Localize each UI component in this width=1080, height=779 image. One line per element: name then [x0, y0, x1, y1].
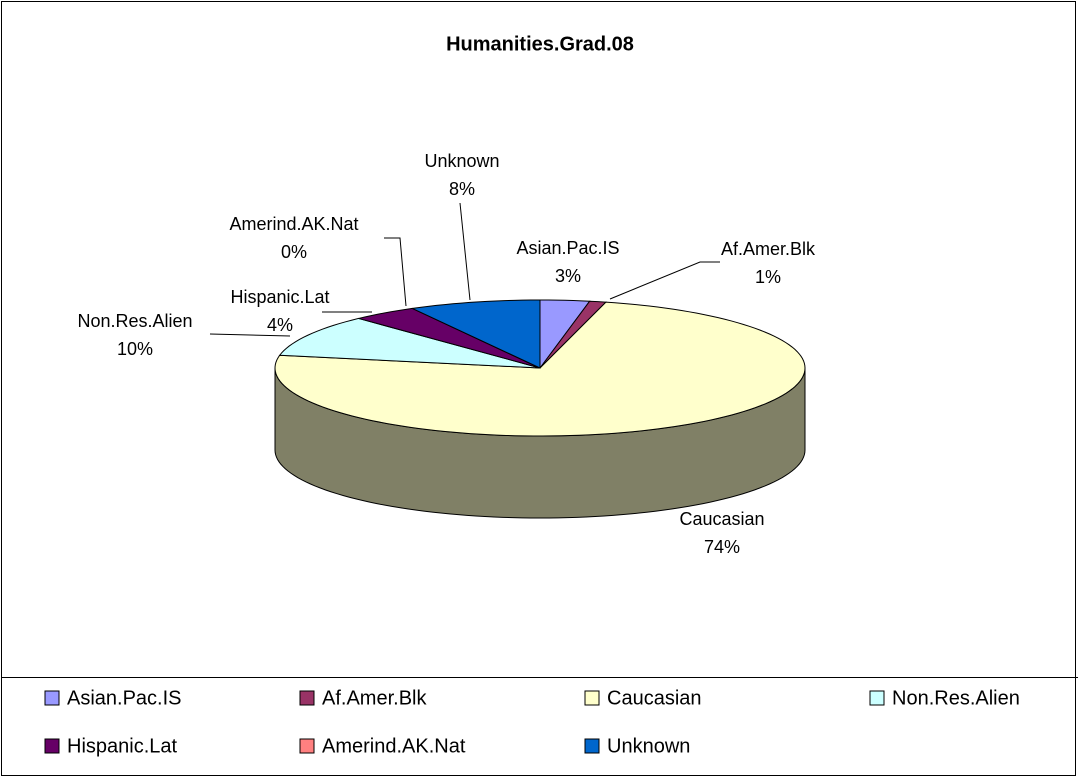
leader-line: [609, 261, 720, 300]
legend-swatch: [44, 690, 60, 706]
data-label-name: Asian.Pac.IS: [516, 238, 619, 258]
data-label-value: 1%: [755, 267, 781, 287]
data-label-name: Caucasian: [679, 509, 764, 529]
data-label-name: Unknown: [424, 151, 499, 171]
legend-label: Af.Amer.Blk: [322, 687, 427, 709]
data-label-name: Amerind.AK.Nat: [229, 214, 358, 234]
pie-top: [274, 299, 806, 437]
legend: Asian.Pac.IS Af.Amer.Blk Caucasian Non.Res.…: [44, 687, 1020, 757]
pie-slice: [358, 307, 541, 369]
pie-slice: [410, 299, 541, 369]
legend-label: Amerind.AK.Nat: [322, 735, 466, 757]
data-label-name: Af.Amer.Blk: [721, 239, 816, 259]
legend-label: Non.Res.Alien: [892, 687, 1020, 709]
data-labels: Asian.Pac.IS 3% Af.Amer.Blk 1% Caucasian 74% N…: [77, 151, 816, 557]
data-label-value: 3%: [555, 266, 581, 286]
legend-swatch: [869, 690, 885, 706]
legend-label: Hispanic.Lat: [67, 735, 178, 757]
data-label-name: Hispanic.Lat: [230, 287, 329, 307]
legend-swatch: [299, 738, 315, 754]
data-label-value: 10%: [117, 339, 153, 359]
legend-swatch: [584, 690, 600, 706]
legend-swatch: [299, 690, 315, 706]
data-label-value: 74%: [704, 537, 740, 557]
leader-line: [459, 202, 471, 301]
leader-line: [209, 333, 291, 337]
data-label-value: 8%: [449, 179, 475, 199]
legend-label: Unknown: [607, 735, 690, 757]
legend-swatch: [44, 738, 60, 754]
data-label-value: 0%: [281, 242, 307, 262]
legend-swatch: [584, 738, 600, 754]
data-label-value: 4%: [267, 315, 293, 335]
legend-label: Asian.Pac.IS: [67, 687, 182, 709]
leader-line: [384, 237, 407, 307]
pie-slice: [278, 317, 541, 369]
pie-slice: [274, 301, 806, 437]
chart-title: Humanities.Grad.08: [446, 33, 634, 55]
legend-label: Caucasian: [607, 687, 702, 709]
data-label-name: Non.Res.Alien: [77, 311, 192, 331]
leader-lines: [209, 202, 720, 337]
